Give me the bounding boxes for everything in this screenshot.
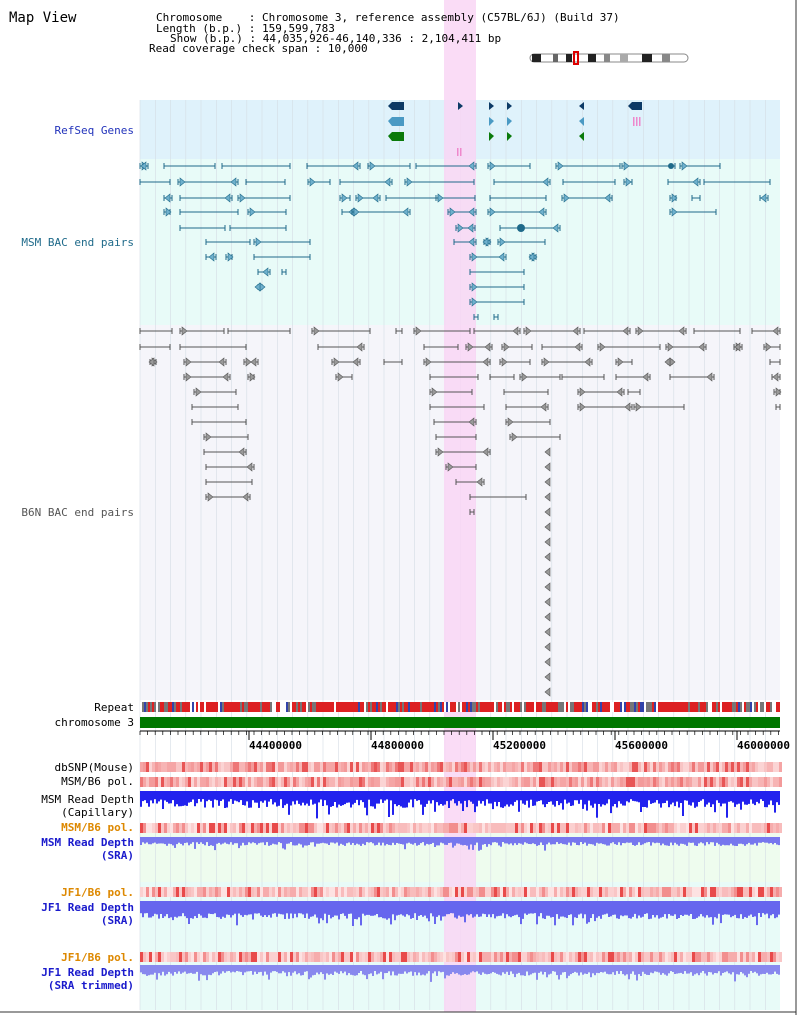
msm-pol-sra-label: MSM/B6 pol. [61,821,134,834]
axis-tick-label: 46000000 [737,739,790,752]
b6n-bac-label: B6N BAC end pairs [21,506,134,519]
repeat-track[interactable] [140,702,780,712]
axis-tick-label: 45600000 [615,739,668,752]
jf1-depth-sra-label-2: (SRA) [100,914,134,927]
msm-depth-capillary-label-1: MSM Read Depth [41,793,134,806]
msm-depth-sra-label-2: (SRA) [100,849,134,862]
axis-tick-label: 45200000 [493,739,546,752]
header-coverage-value: 10,000 [327,42,368,55]
refseq-genes-track[interactable] [388,102,642,156]
jf1-depth-trimmed-label-1: JF1 Read Depth [41,966,134,979]
jf1-read-depth-sra-track[interactable] [140,901,780,926]
header-coverage-key: Read coverage check span [149,42,308,55]
msm-bac-label: MSM BAC end pairs [21,236,134,249]
msm-read-depth-sra-track[interactable] [140,837,780,851]
header-length: Length (b.p.) : 159,599,783 [156,22,335,35]
jf1-depth-trimmed-label-2: (SRA trimmed) [47,979,134,992]
jf1-pol-sra-label: JF1/B6 pol. [61,886,134,899]
chromosome-label: chromosome 3 [54,716,134,729]
msm-read-depth-capillary-track[interactable] [140,791,780,819]
header-show-value: 44,035,926-46,140,336 : 2,104,411 bp [262,32,502,45]
jf1-b6-pol-sra-track[interactable] [140,887,782,897]
header-chromosome-value: Chromosome 3, reference assembly (C57BL/… [261,11,620,24]
msm-b6-pol-capillary-track[interactable] [140,777,782,787]
header-chromosome: Chromosome : Chromosome 3, reference ass… [156,11,620,24]
axis-tick-label: 44400000 [249,739,302,752]
position-axis [139,730,780,740]
msm-depth-sra-label-1: MSM Read Depth [41,836,134,849]
repeat-label: Repeat [94,701,134,714]
dbsnp-label: dbSNP(Mouse) [54,761,134,774]
chromosome-ideogram[interactable] [529,51,689,65]
refseq-genes-label: RefSeq Genes [54,124,134,137]
chromosome-bar[interactable] [140,717,780,728]
ideogram-position-marker [573,51,579,65]
axis-tick-label: 44800000 [371,739,424,752]
right-margin [790,0,800,1015]
header-length-key: Length (b.p.) [156,22,243,35]
b6n-bac-end-pairs-track[interactable] [139,326,782,697]
header-show-key: Show (b.p.) [170,32,243,45]
jf1-pol-trimmed-label: JF1/B6 pol. [61,951,134,964]
msm-pol-capillary-label: MSM/B6 pol. [61,775,134,788]
msm-depth-capillary-label-2: (Capillary) [61,806,134,819]
dbsnp-track[interactable] [140,762,782,772]
header-length-value: 159,599,783 [261,22,335,35]
header-chromosome-key: Chromosome [156,11,223,24]
header-coverage: Read coverage check span : 10,000 [149,42,368,55]
header-show: Show (b.p.) : 44,035,926-46,140,336 : 2,… [170,32,502,45]
jf1-depth-sra-label-1: JF1 Read Depth [41,901,134,914]
jf1-b6-pol-trimmed-track[interactable] [140,952,782,962]
msm-b6-pol-sra-track[interactable] [140,823,782,833]
msm-bac-end-pairs-track[interactable] [139,161,771,320]
view-title: Map View [9,10,77,26]
jf1-read-depth-trimmed-track[interactable] [140,965,780,982]
